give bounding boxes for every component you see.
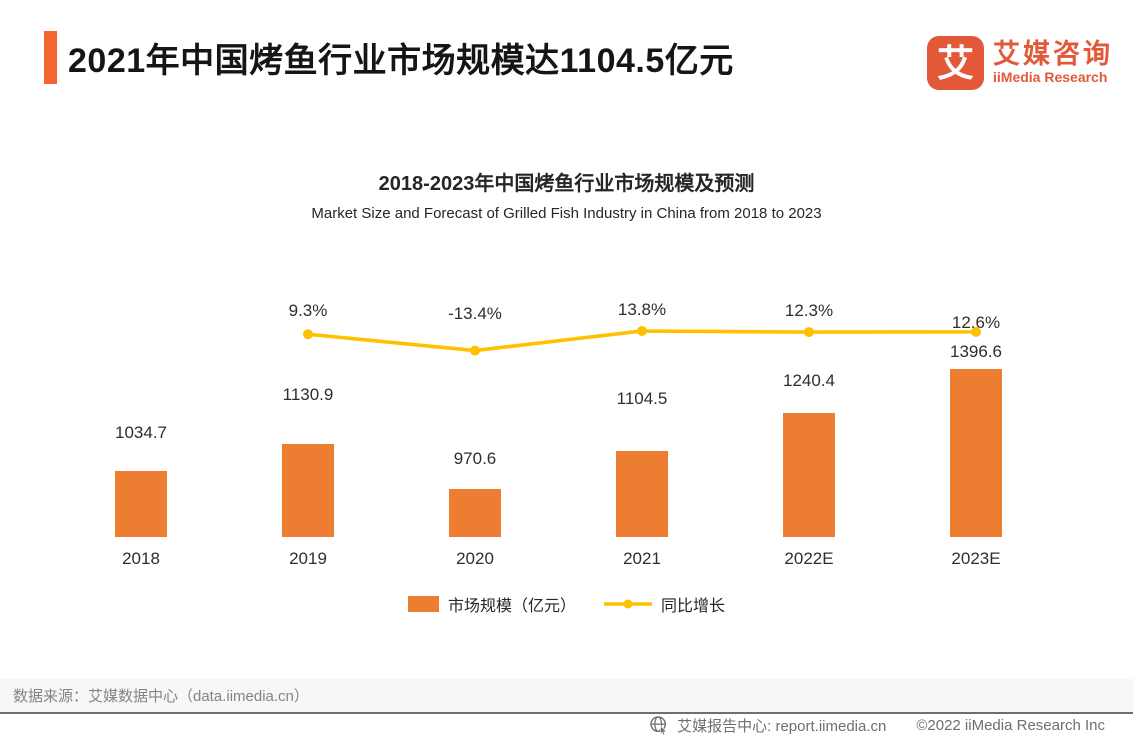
x-axis-label: 2021 [623,549,661,568]
globe-cursor-icon [650,716,668,735]
x-axis-label: 2019 [289,549,327,568]
report-center-text: 艾媒报告中心: report.iimedia.cn [677,717,887,735]
x-axis-label: 2020 [456,549,494,568]
copyright-text: ©2022 iiMedia Research Inc [916,716,1105,734]
growth-line [303,326,981,356]
chart-legend: 市场规模（亿元） 同比增长 [0,592,1133,616]
line-series-marker-icon [604,599,652,609]
growth-label: 12.6% [951,312,1001,332]
bar-2018 [115,470,167,537]
bar-value-label: 1034.7 [115,422,167,442]
bar-value-label: 1396.6 [950,341,1002,361]
bar-2021 [616,451,668,537]
plot-area: 1034.7 2018 1130.9 2019 9.3% 970.6 2020 -13.4% 1… [115,300,1002,568]
bar-value-label: 970.6 [453,448,497,468]
iimedia-logo-icon: 艾 [927,36,984,90]
growth-point [470,345,480,356]
legend-item-growth: 同比增长 [604,592,725,616]
x-axis-label: 2023E [951,549,1001,568]
legend-label-market-size: 市场规模（亿元） [447,598,576,615]
chart-title: 2018-2023年中国烤鱼行业市场规模及预测 [378,173,755,195]
bar-2023E [950,368,1002,537]
growth-point [804,327,814,338]
bar-2020 [449,488,501,537]
bar-value-label: 1104.5 [616,389,668,409]
bar-2019 [282,443,334,537]
growth-label: 9.3% [288,301,328,321]
title-accent-bar [44,31,57,84]
page-title: 2021年中国烤鱼行业市场规模达1104.5亿元 [68,42,734,80]
bar-2022E [783,412,835,537]
iimedia-logo-text: 艾媒咨询 iiMedia Research [993,38,1113,86]
growth-point [971,326,981,337]
growth-label: -13.4% [448,303,502,323]
bar-series-swatch-icon [407,596,439,612]
legend-item-market-size: 市场规模（亿元） [407,592,576,616]
logo-brand-cn: 艾媒咨询 [993,38,1113,69]
source-band [0,679,1133,712]
x-axis-label: 2022E [784,549,834,568]
x-axis-label: 2018 [122,549,160,568]
growth-point [637,326,647,336]
iimedia-logo: 艾 艾媒咨询 iiMedia Research [927,36,1113,90]
legend-label-growth: 同比增长 [661,598,726,615]
bar-value-label: 1240.4 [783,370,835,390]
growth-label: 13.8% [617,300,667,319]
footer-row: 艾媒报告中心: report.iimedia.cn ©2022 iiMedia … [649,714,1105,736]
chart-subtitle: Market Size and Forecast of Grilled Fish… [311,205,822,222]
logo-brand-en: iiMedia Research [993,69,1108,86]
data-source-text: 数据来源：艾媒数据中心（data.iimedia.cn） [13,688,309,705]
growth-label: 12.3% [784,301,834,321]
growth-point [303,329,313,340]
bar-value-label: 1130.9 [282,384,334,404]
footer-divider [0,712,1133,714]
